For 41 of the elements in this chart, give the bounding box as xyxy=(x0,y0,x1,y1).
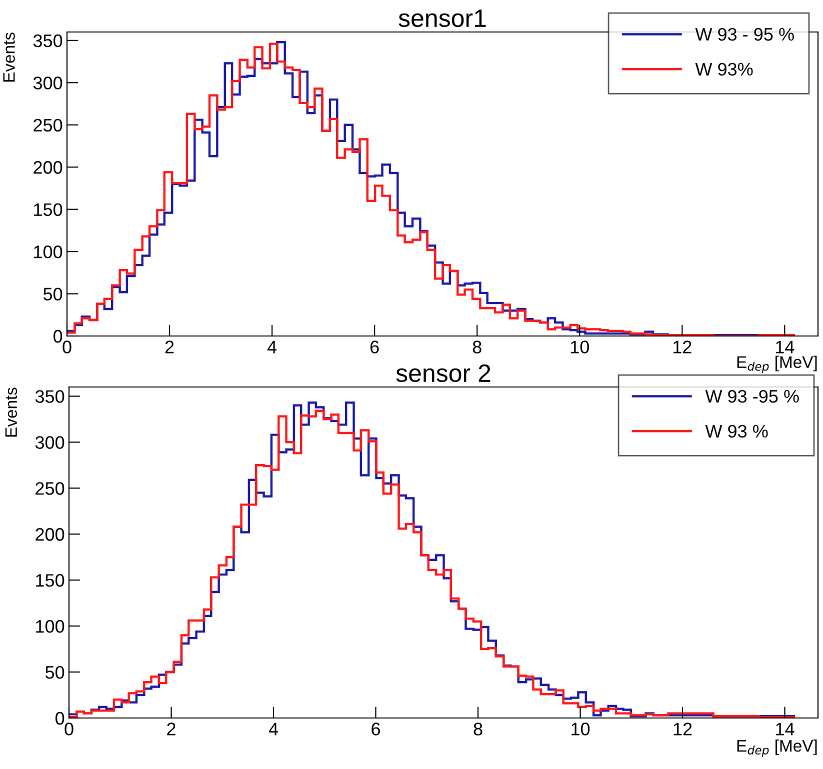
y-tick-label: 200 xyxy=(36,528,64,541)
y-tick-label: 200 xyxy=(34,161,62,174)
y-tick-label: 150 xyxy=(34,203,62,216)
x-tick-label: 2 xyxy=(165,340,174,354)
x-tick-label: 4 xyxy=(267,340,277,354)
y-tick-label: 150 xyxy=(36,574,64,587)
y-axis-title: Events xyxy=(3,32,15,82)
y-tick-label: 350 xyxy=(33,34,62,48)
x-tick-label: 12 xyxy=(673,340,692,354)
y-axis-title: Events xyxy=(5,388,18,437)
y-tick-label: 50 xyxy=(43,288,62,300)
x-tick-label: 8 xyxy=(474,722,482,736)
y-tick-label: 250 xyxy=(36,482,64,495)
y-tick-label: 300 xyxy=(35,436,64,449)
x-tick-label: 14 xyxy=(776,340,794,354)
x-tick-label: 6 xyxy=(370,340,379,354)
y-tick-label: 0 xyxy=(56,712,64,725)
legend-label: W 93 % xyxy=(705,424,768,438)
x-tick-label: 10 xyxy=(572,722,590,736)
y-tick-label: 100 xyxy=(34,245,62,258)
x-axis-title: E$_{dep}$ [MeV] xyxy=(737,356,817,373)
y-tick-label: 0 xyxy=(54,330,62,343)
y-tick-label: 100 xyxy=(36,620,64,633)
x-tick-label: 0 xyxy=(64,722,74,736)
x-tick-label: 4 xyxy=(268,722,278,736)
x-tick-label: 2 xyxy=(167,722,176,736)
chart-title: sensor1 xyxy=(398,10,486,28)
y-tick-label: 300 xyxy=(33,76,62,90)
x-tick-label: 10 xyxy=(570,340,589,354)
x-axis-title: E$_{dep}$ [MeV] xyxy=(737,740,817,757)
y-tick-label: 50 xyxy=(45,666,64,679)
legend-label: W 93 -95 % xyxy=(705,390,799,403)
y-tick-label: 350 xyxy=(35,390,64,403)
x-tick-label: 12 xyxy=(674,722,692,736)
legend-label: W 93% xyxy=(695,62,753,76)
y-tick-label: 250 xyxy=(34,118,62,132)
chart-title: sensor 2 xyxy=(396,364,490,382)
legend-label: W 93 - 95 % xyxy=(695,28,794,41)
x-tick-label: 6 xyxy=(372,722,380,736)
x-tick-label: 14 xyxy=(776,722,794,736)
x-tick-label: 8 xyxy=(472,340,482,354)
